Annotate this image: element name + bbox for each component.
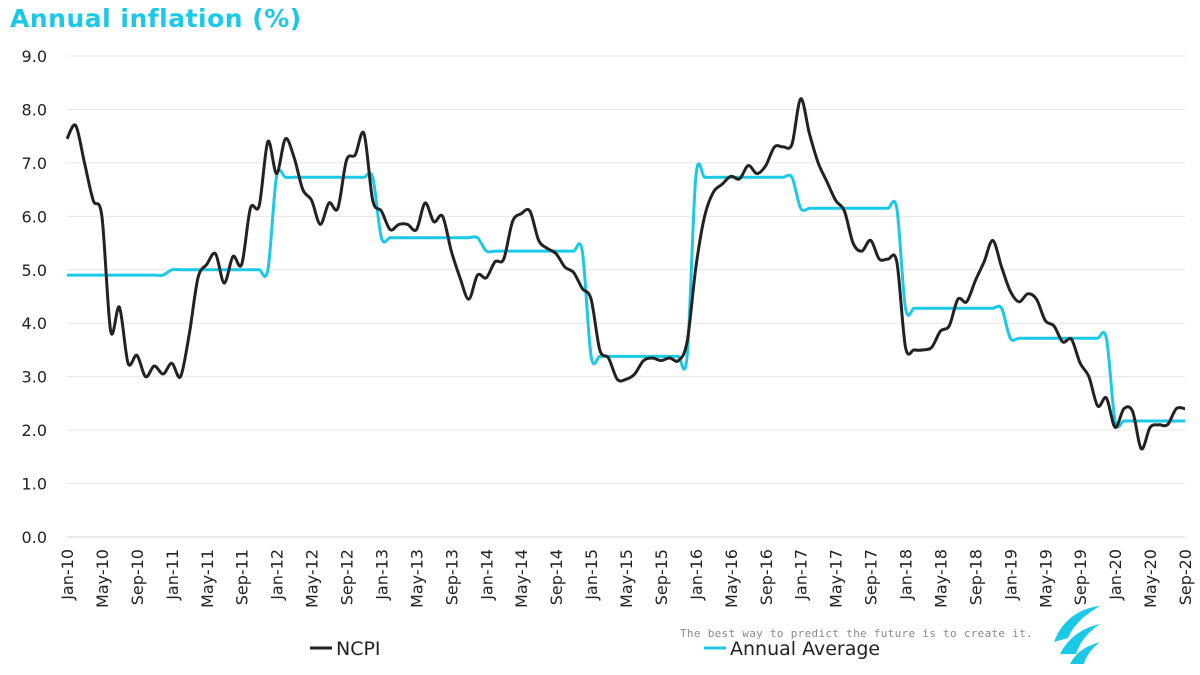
x-tick-label: May-13: [407, 549, 426, 608]
x-tick-label: Jan-19: [1001, 549, 1020, 601]
x-tick-label: Jan-10: [58, 549, 77, 601]
x-tick-label: Sep-18: [966, 549, 985, 605]
x-tick-label: May-14: [512, 549, 531, 608]
y-tick-label: 6.0: [22, 207, 47, 226]
x-tick-label: Sep-15: [652, 549, 671, 605]
legend-label-annual-average: Annual Average: [730, 638, 880, 660]
x-tick-label: Sep-19: [1071, 549, 1090, 605]
x-axis: Jan-10 May-10 Sep-10 Jan-11 May-11 Sep-11 Jan-…: [58, 549, 1195, 608]
x-tick-label: Sep-13: [442, 549, 461, 605]
logo-icon: [1054, 606, 1100, 664]
x-tick-label: May-19: [1036, 549, 1055, 608]
x-tick-label: Sep-12: [338, 549, 357, 605]
x-tick-label: May-15: [617, 549, 636, 608]
y-axis: 0.0 1.0 2.0 3.0 4.0 5.0 6.0 7.0 8.0 9.0: [22, 47, 47, 547]
series-line-annual-average: [67, 162, 1185, 429]
x-tick-label: Sep-17: [862, 549, 881, 605]
x-tick-label: Jan-15: [582, 549, 601, 601]
x-tick-label: May-17: [827, 549, 846, 608]
gridlines: [67, 55, 1185, 538]
x-tick-label: Jan-17: [792, 549, 811, 601]
chart-title: Annual inflation (%): [10, 4, 302, 33]
y-tick-label: 7.0: [22, 154, 47, 173]
y-tick-label: 9.0: [22, 47, 47, 66]
y-tick-label: 3.0: [22, 368, 47, 387]
x-tick-label: May-12: [303, 549, 322, 608]
legend: NCPI Annual Average: [310, 638, 880, 660]
x-tick-label: May-11: [198, 549, 217, 608]
series-line-ncpi: [65, 97, 1186, 451]
x-tick-label: Sep-20: [1176, 549, 1195, 605]
y-tick-label: 2.0: [22, 421, 47, 440]
y-tick-label: 4.0: [22, 314, 47, 333]
x-tick-label: Jan-13: [372, 549, 391, 601]
x-tick-label: Jan-20: [1106, 549, 1125, 601]
x-tick-label: May-18: [931, 549, 950, 608]
y-tick-label: 5.0: [22, 261, 47, 280]
y-tick-label: 0.0: [22, 528, 47, 547]
x-tick-label: Sep-16: [757, 549, 776, 605]
legend-label-ncpi: NCPI: [336, 638, 381, 660]
y-tick-label: 1.0: [22, 475, 47, 494]
tagline: The best way to predict the future is to…: [680, 627, 1033, 640]
x-tick-label: Jan-16: [687, 549, 706, 601]
x-tick-label: Sep-10: [128, 549, 147, 605]
x-tick-label: May-16: [722, 549, 741, 608]
x-tick-label: May-10: [93, 549, 112, 608]
x-tick-label: Sep-14: [547, 549, 566, 605]
x-tick-label: May-20: [1141, 549, 1160, 608]
x-tick-label: Sep-11: [233, 549, 252, 605]
y-tick-label: 8.0: [22, 100, 47, 119]
x-tick-label: Jan-12: [268, 549, 287, 601]
x-tick-label: Jan-11: [163, 549, 182, 601]
x-tick-label: Jan-18: [897, 549, 916, 601]
x-tick-label: Jan-14: [477, 549, 496, 601]
series-lines: [65, 97, 1186, 451]
